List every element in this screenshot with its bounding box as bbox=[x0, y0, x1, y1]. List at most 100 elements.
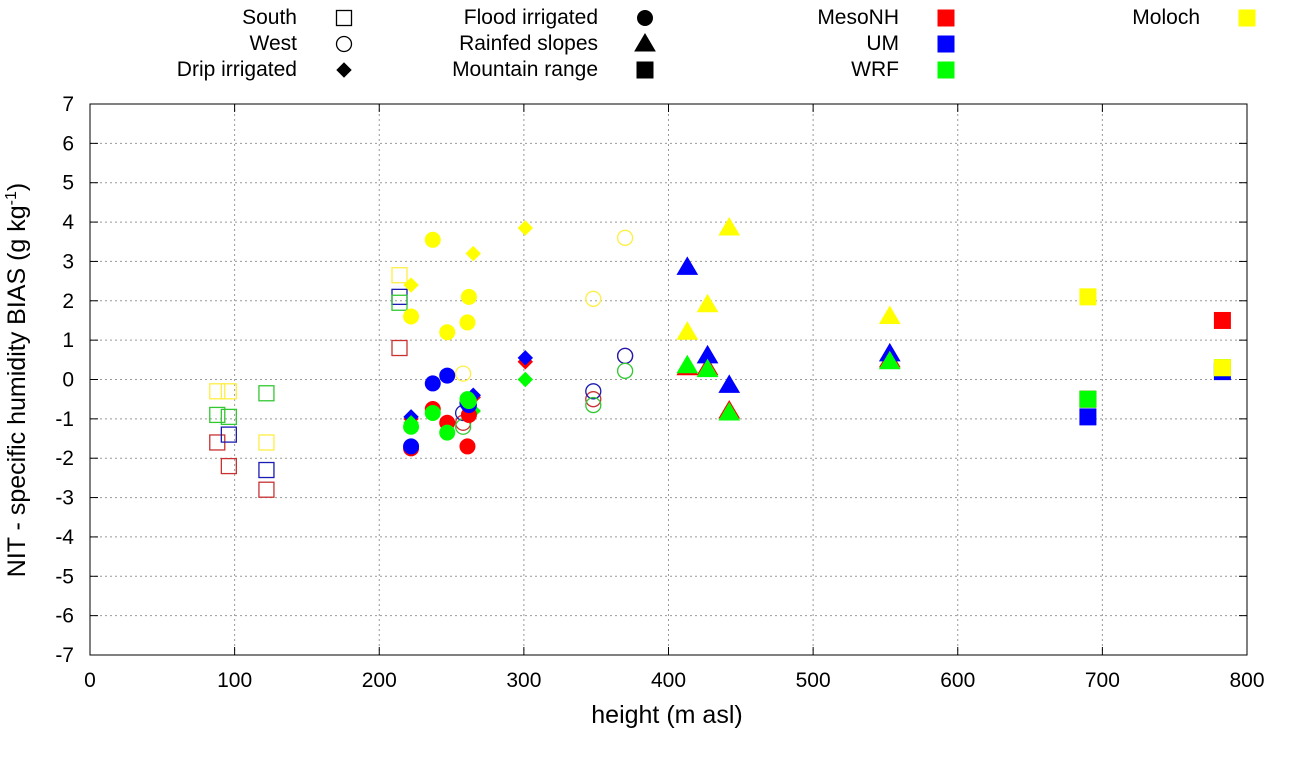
wrf-rainfed-slopes-point bbox=[696, 358, 719, 378]
legend-marker-drip-irrigated bbox=[336, 62, 352, 78]
um-flood-irrigated-point bbox=[424, 375, 441, 392]
mesonh-south-point bbox=[391, 339, 408, 357]
legend-label-south: South bbox=[242, 6, 297, 29]
x-tick-label: 300 bbox=[506, 669, 541, 692]
mesonh-flood-irrigated-point bbox=[459, 438, 476, 455]
moloch-rainfed-slopes-point bbox=[676, 321, 699, 340]
legend-label-drip-irrigated: Drip irrigated bbox=[177, 58, 297, 81]
moloch-west-point bbox=[616, 229, 634, 246]
x-tick-label: 700 bbox=[1085, 669, 1120, 692]
legend-label-west: West bbox=[250, 32, 298, 55]
moloch-south-point bbox=[391, 267, 408, 284]
x-tick-label: 800 bbox=[1229, 669, 1264, 692]
moloch-flood-irrigated-point bbox=[460, 288, 477, 305]
y-tick-label: -7 bbox=[55, 644, 74, 667]
legend-marker-west bbox=[335, 35, 353, 53]
mesonh-west-point bbox=[585, 391, 602, 408]
x-tick-label: 0 bbox=[84, 669, 96, 692]
y-tick-label: -1 bbox=[55, 408, 74, 431]
um-rainfed-slopes-point bbox=[676, 256, 699, 275]
moloch-drip-irrigated-point bbox=[465, 245, 481, 262]
um-south-point bbox=[220, 426, 237, 443]
x-axis-title: height (m asl) bbox=[591, 701, 742, 729]
wrf-south-point bbox=[258, 385, 275, 402]
wrf-west-point bbox=[616, 362, 634, 379]
legend-label-moloch: Moloch bbox=[1132, 6, 1200, 29]
x-tick-label: 600 bbox=[940, 669, 975, 692]
y-tick-label: 5 bbox=[62, 172, 74, 195]
um-rainfed-slopes-point bbox=[718, 374, 741, 393]
legend-label-rainfed-slopes: Rainfed slopes bbox=[459, 32, 598, 55]
moloch-rainfed-slopes-point bbox=[696, 293, 719, 313]
moloch-mountain-range-point bbox=[1213, 359, 1231, 377]
x-tick-label: 100 bbox=[217, 669, 252, 692]
wrf-south-point bbox=[220, 408, 237, 426]
moloch-west-point bbox=[454, 365, 472, 382]
legend-marker-rainfed-slopes bbox=[634, 33, 656, 52]
moloch-west-point bbox=[585, 290, 602, 307]
y-tick-label: 2 bbox=[62, 290, 74, 313]
moloch-south-point bbox=[258, 434, 275, 451]
wrf-south-point bbox=[391, 294, 408, 311]
data-points bbox=[209, 216, 1231, 498]
wrf-rainfed-slopes-point bbox=[878, 350, 901, 370]
y-tick-label: 1 bbox=[62, 329, 74, 352]
mesonh-south-point bbox=[258, 481, 275, 498]
moloch-mountain-range-point bbox=[1079, 288, 1097, 306]
x-tick-label: 400 bbox=[651, 669, 686, 692]
moloch-flood-irrigated-point bbox=[459, 314, 476, 331]
legend-swatch-moloch bbox=[1238, 9, 1256, 27]
y-axis-title-main: NIT - specific humidity BIAS (g kg bbox=[3, 205, 31, 577]
moloch-flood-irrigated-point bbox=[439, 324, 456, 341]
um-flood-irrigated-point bbox=[439, 367, 456, 384]
legend-marker-flood-irrigated bbox=[637, 10, 653, 26]
moloch-rainfed-slopes-point bbox=[878, 305, 901, 325]
y-tick-label: -4 bbox=[55, 526, 74, 549]
legend-swatch-wrf bbox=[937, 61, 955, 79]
moloch-south-point bbox=[209, 383, 226, 400]
moloch-rainfed-slopes-point bbox=[718, 216, 741, 236]
y-tick-label: 7 bbox=[62, 93, 74, 116]
x-tick-label: 500 bbox=[796, 669, 831, 692]
wrf-flood-irrigated-point bbox=[460, 393, 477, 410]
moloch-south-point bbox=[220, 383, 237, 400]
legend-label-flood-irrigated: Flood irrigated bbox=[464, 6, 598, 29]
moloch-flood-irrigated-point bbox=[403, 308, 420, 325]
um-west-point bbox=[585, 383, 602, 400]
y-tick-label: 0 bbox=[62, 369, 74, 392]
legend-label-mesonh: MesoNH bbox=[817, 6, 899, 29]
y-axis-title: NIT - specific humidity BIAS (g kg-1) bbox=[3, 183, 31, 577]
wrf-west-point bbox=[585, 396, 602, 414]
axes: 0 100 200 300 400 500 600 700 800 -7 -6 -5 -4 -3 -2 -1 0… bbox=[55, 93, 1264, 692]
legend-label-wrf: WRF bbox=[851, 58, 899, 81]
um-flood-irrigated-point bbox=[403, 438, 420, 455]
x-tick-label: 200 bbox=[362, 669, 397, 692]
wrf-mountain-range-point bbox=[1079, 390, 1097, 408]
y-tick-label: -6 bbox=[55, 605, 74, 628]
legend-swatch-um bbox=[937, 35, 955, 53]
moloch-drip-irrigated-point bbox=[517, 220, 534, 236]
legend: South West Drip irrigated Flood irrigated Ra… bbox=[177, 6, 1256, 81]
y-tick-label: 3 bbox=[62, 250, 74, 273]
legend-label-um: UM bbox=[866, 32, 899, 55]
wrf-flood-irrigated-point bbox=[424, 404, 441, 421]
grid bbox=[90, 104, 1247, 655]
wrf-flood-irrigated-point bbox=[403, 418, 420, 435]
um-drip-irrigated-point bbox=[517, 350, 534, 366]
wrf-rainfed-slopes-point bbox=[676, 354, 699, 374]
mesonh-south-point bbox=[220, 457, 237, 475]
um-mountain-range-point bbox=[1079, 408, 1097, 426]
wrf-flood-irrigated-point bbox=[439, 424, 456, 441]
wrf-south-point bbox=[209, 406, 226, 424]
legend-label-mountain-range: Mountain range bbox=[452, 58, 598, 81]
legend-marker-south bbox=[335, 9, 353, 27]
y-tick-label: 4 bbox=[62, 211, 74, 234]
um-south-point bbox=[258, 461, 275, 479]
mesonh-mountain-range-point bbox=[1213, 311, 1231, 329]
y-tick-label: 6 bbox=[62, 132, 74, 155]
legend-swatch-mesonh bbox=[937, 9, 955, 27]
y-axis-title-end: ) bbox=[3, 183, 31, 191]
y-tick-label: -2 bbox=[55, 447, 74, 470]
wrf-rainfed-slopes-point bbox=[718, 401, 741, 421]
